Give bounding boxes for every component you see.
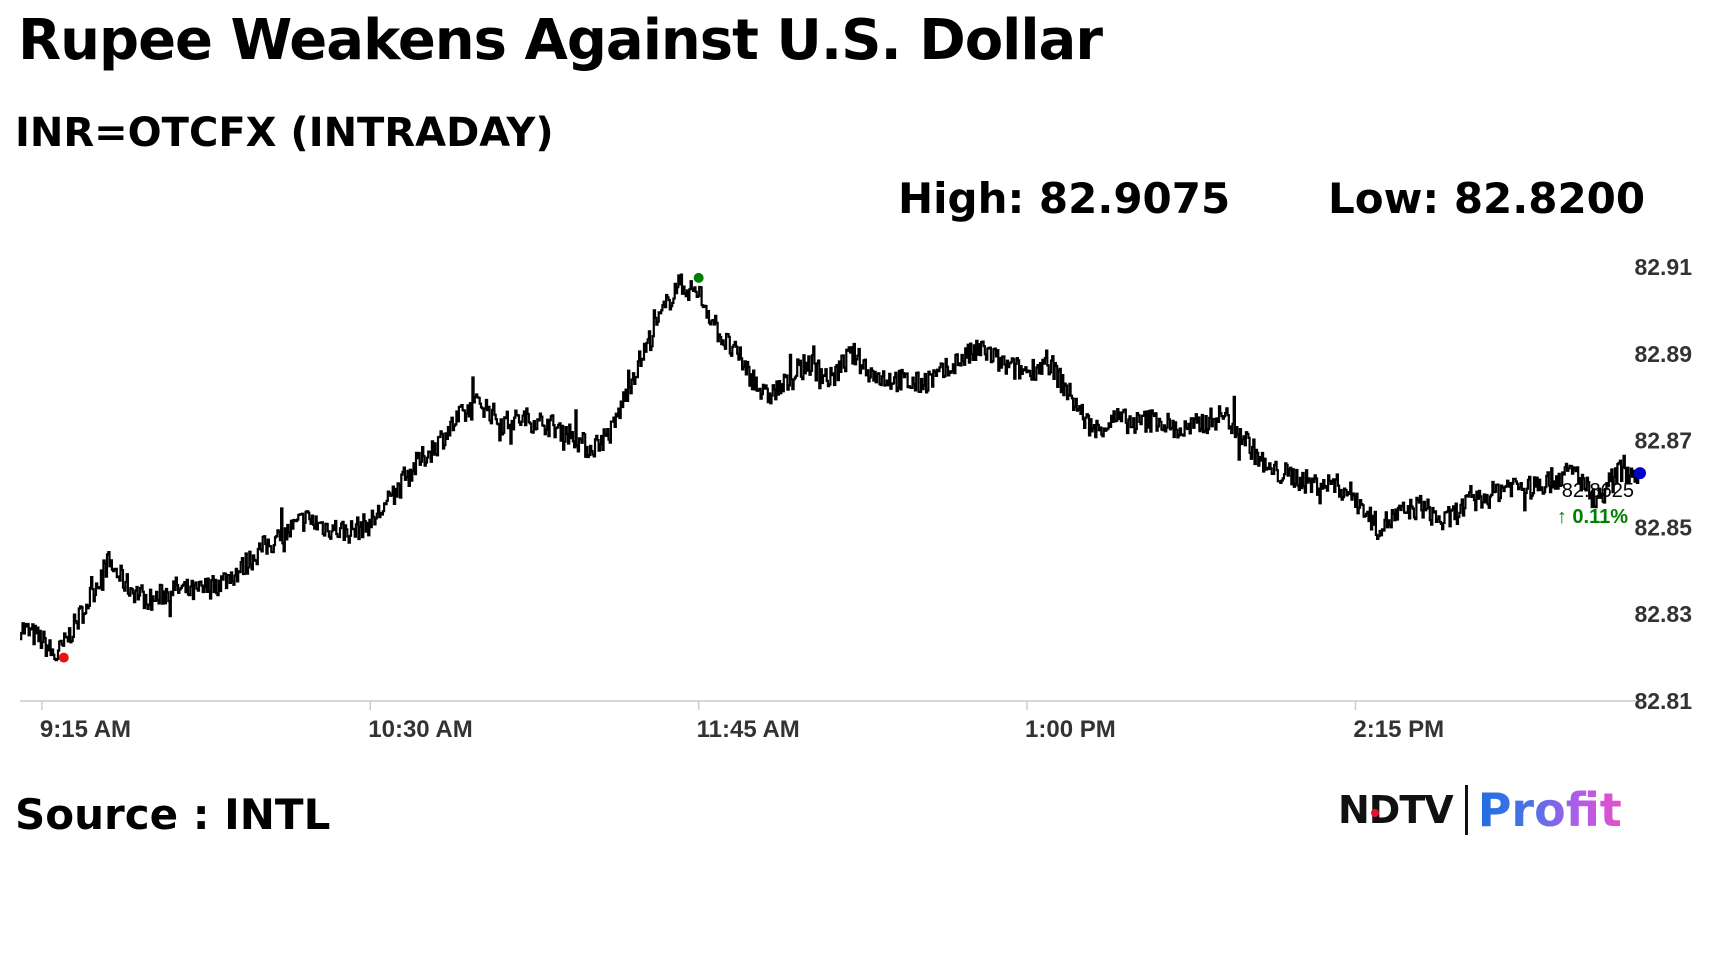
change-percent-value: 0.11% — [1572, 506, 1628, 528]
y-tick-label: 82.81 — [1634, 688, 1692, 714]
page-title: Rupee Weakens Against U.S. Dollar — [18, 8, 1103, 73]
x-tick-label: 10:30 AM — [368, 716, 472, 743]
up-arrow-icon: ↑ — [1557, 506, 1573, 528]
x-axis-ticks: 9:15 AM 10:30 AM 11:45 AM 1:00 PM 2:15 PM — [40, 701, 1641, 743]
intraday-line-chart: 9:15 AM 10:30 AM 11:45 AM 1:00 PM 2:15 PM 82… — [20, 254, 1692, 743]
y-tick-label: 82.87 — [1634, 428, 1692, 454]
x-tick-label: 9:15 AM — [40, 716, 131, 743]
logo-dot — [1371, 809, 1379, 817]
logo-ndtv-text: NDTV — [1338, 788, 1454, 832]
change-percent-label: ↑ 0.11% — [1557, 506, 1628, 528]
low-value: Low: 82.8200 — [1328, 174, 1646, 223]
high-marker — [693, 272, 704, 283]
ticker-subtitle: INR=OTCFX (INTRADAY) — [15, 110, 554, 156]
x-tick-label: 11:45 AM — [697, 716, 800, 743]
last-value-label: 82.8625 — [1562, 480, 1634, 502]
x-tick-label: 2:15 PM — [1353, 716, 1444, 743]
low-marker — [58, 652, 69, 663]
series-line-inr — [20, 273, 1641, 662]
high-value: High: 82.9075 — [898, 174, 1231, 223]
logo-divider — [1464, 785, 1468, 835]
y-tick-label: 82.89 — [1634, 341, 1692, 367]
y-tick-label: 82.85 — [1634, 514, 1692, 540]
x-tick-label: 1:00 PM — [1025, 716, 1116, 743]
y-tick-label: 82.83 — [1634, 601, 1692, 627]
last-value-marker — [1634, 467, 1646, 480]
ndtv-profit-logo: NDTV Profit — [1338, 782, 1622, 838]
y-tick-label: 82.91 — [1634, 254, 1692, 280]
source-credit: Source : INTL — [15, 790, 331, 839]
y-axis-ticks: 82.91 82.89 82.87 82.85 82.83 82.81 — [1634, 254, 1692, 714]
logo-profit-text: Profit — [1477, 783, 1622, 837]
